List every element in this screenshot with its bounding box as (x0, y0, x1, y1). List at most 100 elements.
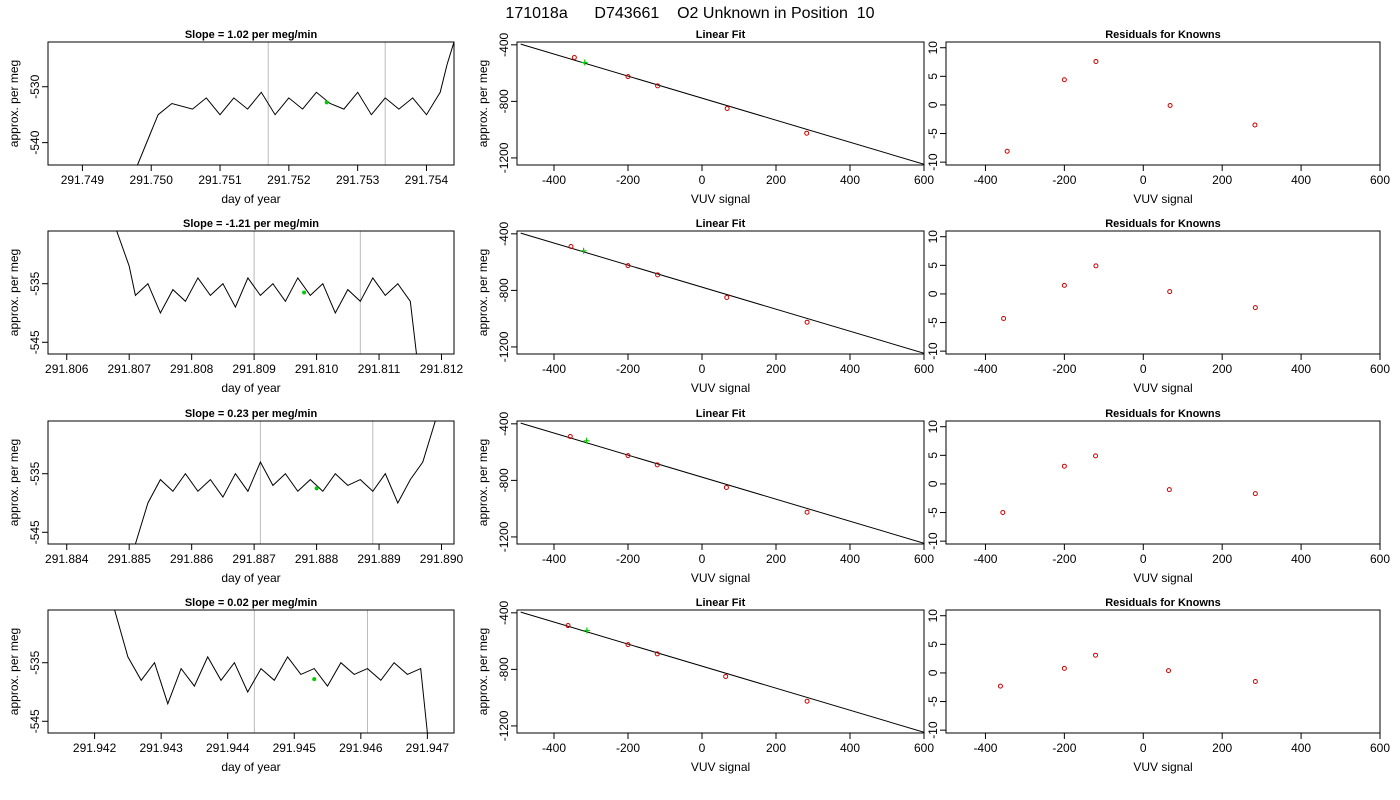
plot-area (116, 231, 417, 354)
x-tick-label: 0 (699, 552, 706, 566)
plot-area (1001, 263, 1258, 322)
x-tick-label: 200 (766, 552, 786, 566)
x-tick-label: 291.753 (336, 173, 380, 187)
chart-panel-6: Residuals for Knowns -400 -200 0 200 400 600 10… (926, 218, 1390, 395)
x-tick-label: -400 (973, 173, 997, 187)
x-tick-label: 291.943 (139, 741, 183, 755)
plot-frame (516, 230, 925, 355)
y-tick-label: -10 (926, 342, 940, 360)
chart-panel-4: Slope = -1.21 per meg/min 291.806 291.807 2… (7, 218, 464, 395)
plot-frame (47, 41, 455, 166)
known-point (723, 484, 729, 490)
unknown-point (583, 627, 590, 634)
x-tick-label: 291.750 (130, 173, 174, 187)
y-tick-label: 0 (926, 101, 940, 108)
y-tick-label: 5 (926, 73, 940, 80)
known-point (1093, 652, 1099, 658)
y-tick-label: 0 (926, 480, 940, 487)
chart-panel-9: Residuals for Knowns -400 -200 0 200 400 600 10… (926, 408, 1390, 585)
x-tick-label: -200 (616, 552, 640, 566)
x-tick-label: -200 (1052, 173, 1076, 187)
x-tick-label: 291.749 (61, 173, 105, 187)
chart-title: Slope = 1.02 per meg/min (185, 29, 318, 41)
y-tick-label: -5 (926, 317, 940, 328)
x-tick-label: 291.812 (420, 362, 464, 376)
unknown-marker (302, 290, 307, 295)
plot-area (520, 43, 924, 165)
unknown-marker (324, 100, 329, 105)
x-tick-label: 200 (1212, 552, 1232, 566)
chart-title: Slope = 0.02 per meg/min (185, 597, 318, 609)
y-tick-label: -530 (28, 74, 42, 98)
plot-frame (516, 420, 925, 545)
x-tick-label: 400 (1291, 552, 1311, 566)
x-tick-label: 291.887 (232, 552, 276, 566)
x-tick-label: 0 (699, 741, 706, 755)
plot-frame (945, 420, 1381, 545)
x-tick-label: -400 (973, 741, 997, 755)
known-point (625, 642, 631, 648)
known-point (1167, 289, 1173, 295)
x-tick-label: -400 (973, 552, 997, 566)
series-line (137, 42, 454, 165)
x-tick-label: 291.807 (108, 362, 152, 376)
x-tick-label: 200 (766, 741, 786, 755)
known-point (655, 272, 661, 278)
fit-line (520, 232, 924, 354)
y-tick-label: -800 (497, 468, 511, 492)
unknown-marker (314, 486, 319, 491)
known-point (1061, 77, 1067, 83)
x-tick-label: 600 (1370, 552, 1390, 566)
y-axis-label: approx. per meg (476, 439, 490, 526)
chart-panel-2: Linear Fit -400 -200 0 200 400 600 -400 -800 -120… (476, 29, 934, 206)
plot-area (1004, 58, 1258, 154)
x-tick-label: 291.754 (405, 173, 449, 187)
x-tick-label: 291.889 (357, 552, 401, 566)
chart-title: Slope = -1.21 per meg/min (183, 218, 319, 230)
y-tick-label: 0 (926, 290, 940, 297)
known-point (567, 434, 573, 440)
chart-title: Residuals for Knowns (1105, 218, 1221, 230)
chart-panel-1: Slope = 1.02 per meg/min 291.749 291.750 29… (7, 29, 455, 206)
x-axis-label: day of year (221, 381, 280, 395)
plot-frame (945, 609, 1381, 734)
x-tick-label: 400 (840, 552, 860, 566)
x-tick-label: -400 (542, 362, 566, 376)
x-tick-label: 600 (914, 741, 934, 755)
y-axis-label: approx. per meg (476, 628, 490, 715)
y-tick-label: -545 (28, 709, 42, 733)
page-title: 171018a D743661 O2 Unknown in Position 1… (505, 5, 874, 22)
known-point (1166, 668, 1172, 674)
y-axis-label: approx. per meg (476, 60, 490, 147)
x-tick-label: 291.809 (232, 362, 276, 376)
y-tick-label: 5 (926, 452, 940, 459)
y-tick-label: -535 (28, 461, 42, 485)
known-point (724, 294, 730, 300)
known-point (625, 74, 631, 80)
y-tick-label: -800 (497, 657, 511, 681)
y-tick-label: -535 (28, 271, 42, 295)
x-tick-label: 200 (1212, 362, 1232, 376)
known-point (723, 673, 729, 679)
plot-frame (516, 609, 925, 734)
x-tick-label: -400 (973, 362, 997, 376)
y-tick-label: -540 (28, 130, 42, 154)
y-tick-label: -545 (28, 330, 42, 354)
plot-area (520, 611, 924, 733)
unknown-point (581, 59, 588, 66)
chart-title: Linear Fit (696, 408, 746, 420)
x-axis-label: VUV signal (691, 381, 750, 395)
x-tick-label: 291.947 (406, 741, 450, 755)
y-tick-label: -10 (926, 721, 940, 739)
known-point (804, 698, 810, 704)
x-tick-label: 600 (1370, 362, 1390, 376)
known-point (1000, 510, 1006, 516)
x-tick-label: -200 (1052, 362, 1076, 376)
x-tick-label: -200 (616, 173, 640, 187)
fit-line (520, 422, 924, 544)
x-tick-label: -400 (542, 173, 566, 187)
x-tick-label: -400 (542, 741, 566, 755)
y-tick-label: -400 (497, 411, 511, 435)
x-tick-label: 291.885 (108, 552, 152, 566)
